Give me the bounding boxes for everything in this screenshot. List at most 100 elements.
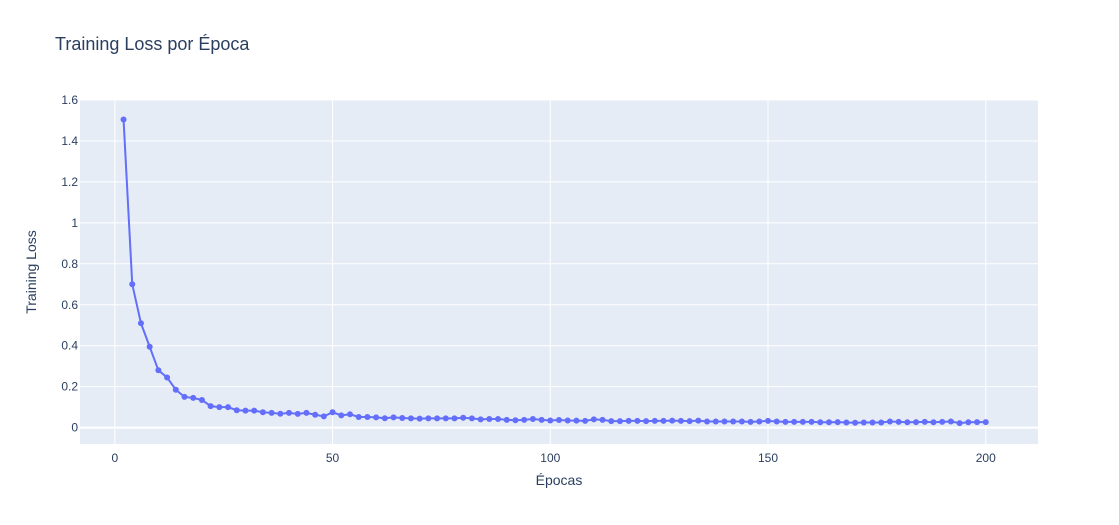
data-point: [704, 418, 711, 425]
data-point: [773, 418, 780, 425]
data-point: [538, 416, 545, 423]
data-point: [303, 409, 310, 416]
data-point: [547, 417, 554, 424]
data-point: [886, 418, 893, 425]
data-point: [695, 417, 702, 424]
plot-area: [80, 100, 1038, 444]
data-point: [468, 415, 475, 422]
y-tick-label: 0.6: [61, 298, 78, 312]
data-point: [486, 416, 493, 423]
data-point: [878, 419, 885, 426]
data-point: [564, 417, 571, 424]
y-tick-label: 0: [71, 421, 78, 435]
y-tick-label: 0.2: [61, 380, 78, 394]
data-point: [625, 417, 632, 424]
data-point: [294, 410, 301, 417]
data-point: [939, 418, 946, 425]
data-point: [181, 393, 188, 400]
data-point: [869, 419, 876, 426]
data-point: [399, 414, 406, 421]
data-point: [721, 418, 728, 425]
data-point: [791, 418, 798, 425]
data-point: [164, 374, 171, 381]
data-point: [686, 418, 693, 425]
y-tick-label: 0.4: [61, 339, 78, 353]
data-point: [460, 414, 467, 421]
data-point: [730, 418, 737, 425]
data-point: [373, 414, 380, 421]
data-point: [738, 418, 745, 425]
x-tick-label: 100: [540, 451, 560, 465]
data-point: [590, 416, 597, 423]
data-point: [677, 417, 684, 424]
data-point: [660, 417, 667, 424]
data-point: [477, 416, 484, 423]
data-point: [225, 404, 232, 411]
data-point: [860, 419, 867, 426]
data-point: [904, 419, 911, 426]
data-point: [921, 418, 928, 425]
y-tick-label: 1.6: [61, 93, 78, 107]
data-point: [216, 404, 223, 411]
data-point: [616, 418, 623, 425]
data-point: [155, 367, 162, 374]
data-point: [190, 394, 197, 401]
data-point: [747, 418, 754, 425]
data-point: [913, 419, 920, 426]
loss-series-points: [120, 116, 989, 427]
x-tick-label: 150: [758, 451, 778, 465]
data-point: [556, 417, 562, 424]
chart-title: Training Loss por Época: [55, 34, 250, 54]
data-point: [137, 320, 144, 327]
data-point: [834, 419, 841, 426]
data-point: [129, 281, 136, 288]
data-point: [643, 418, 650, 425]
data-point: [346, 411, 353, 418]
data-point: [207, 403, 214, 410]
data-point: [364, 413, 371, 420]
data-point: [329, 409, 336, 416]
data-point: [852, 419, 859, 426]
data-point: [390, 414, 397, 421]
data-point: [573, 417, 580, 424]
gridlines: [80, 99, 1038, 444]
data-point: [982, 419, 989, 426]
data-point: [407, 415, 414, 422]
y-tick-label: 1.2: [61, 175, 78, 189]
tick-labels: 0 0.2 0.4 0.6 0.8 1 1.2 1.4 1.6 0 50 100 150 200: [61, 93, 996, 465]
data-point: [251, 407, 258, 414]
data-point: [451, 415, 458, 422]
data-point: [434, 415, 441, 422]
data-point: [320, 413, 327, 420]
data-point: [503, 416, 510, 423]
x-tick-label: 50: [326, 451, 340, 465]
data-point: [651, 417, 658, 424]
data-point: [599, 416, 606, 423]
y-tick-label: 1: [71, 216, 78, 230]
data-point: [198, 396, 205, 403]
data-point: [974, 419, 981, 426]
data-point: [529, 416, 536, 423]
data-point: [521, 416, 528, 423]
y-tick-label: 1.4: [61, 134, 78, 148]
data-point: [172, 386, 179, 393]
data-point: [843, 419, 850, 426]
x-axis-title: Épocas: [536, 472, 583, 488]
loss-series-line: [122, 119, 986, 425]
y-tick-label: 0.8: [61, 257, 78, 271]
y-axis-title: Training Loss: [23, 230, 39, 314]
data-point: [286, 409, 293, 416]
data-point: [495, 416, 502, 423]
data-point: [312, 411, 319, 418]
data-point: [930, 419, 937, 426]
data-point: [442, 415, 449, 422]
data-point: [799, 418, 806, 425]
data-point: [416, 415, 423, 422]
data-point: [277, 410, 284, 417]
data-point: [634, 417, 641, 424]
data-point: [817, 419, 824, 426]
data-point: [756, 418, 763, 425]
data-point: [355, 413, 362, 420]
data-point: [895, 418, 902, 425]
data-point: [233, 407, 240, 414]
